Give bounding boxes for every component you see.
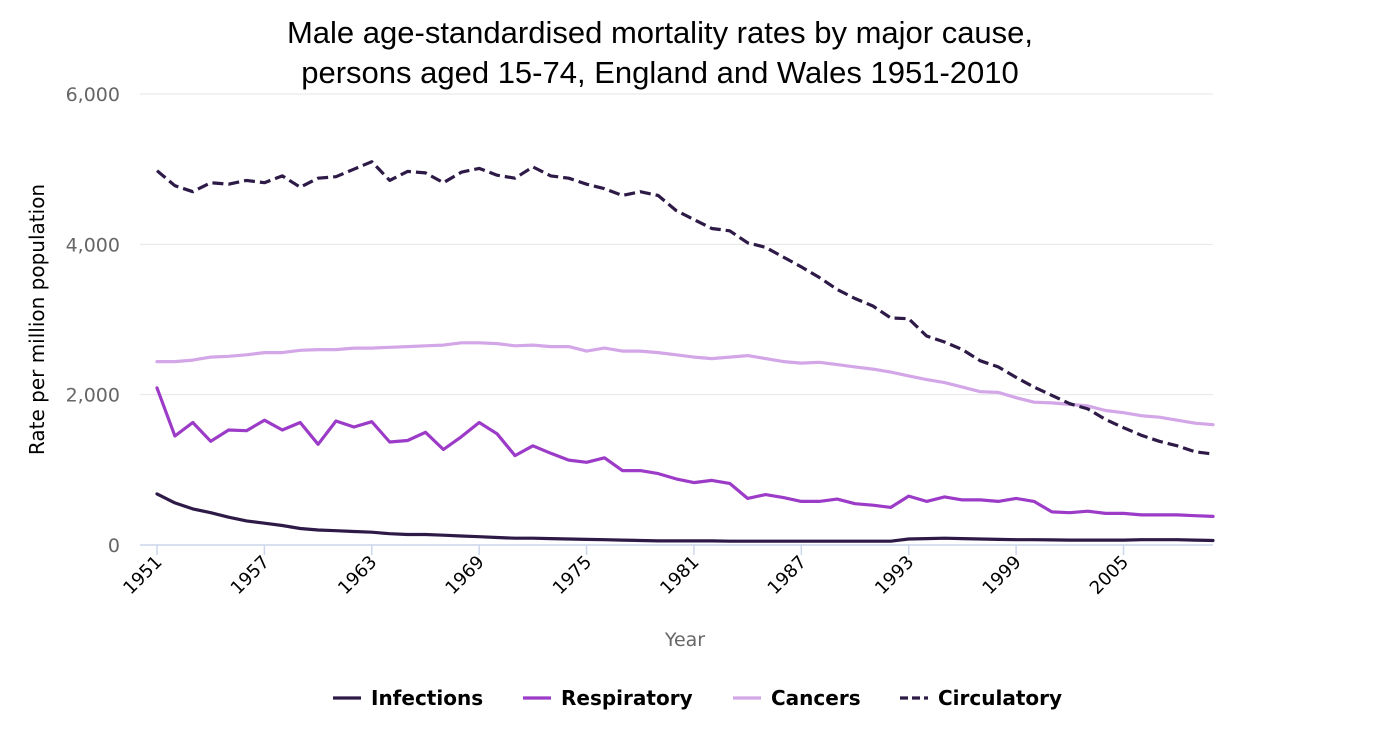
- x-tick-label: 1993: [871, 552, 918, 599]
- y-axis-label: Rate per million population: [25, 184, 49, 455]
- legend-label-infections: Infections: [371, 686, 483, 710]
- series-line-infections: [155, 492, 1215, 543]
- x-tick-label: 1999: [978, 552, 1025, 599]
- legend-label-respiratory: Respiratory: [561, 686, 693, 710]
- x-axis-label: Year: [664, 629, 705, 651]
- x-tick-label: 1969: [441, 552, 488, 599]
- x-tick-label: 1987: [764, 552, 811, 599]
- y-tick-label: 2,000: [66, 385, 120, 407]
- chart-title-line-2: persons aged 15-74, England and Wales 19…: [301, 55, 1019, 90]
- series-line-circulatory: [155, 160, 1214, 456]
- x-tick-label: 1951: [119, 552, 166, 599]
- x-tick-label: 1975: [549, 552, 596, 599]
- x-tick-label: 1957: [227, 552, 274, 599]
- y-tick-label: 0: [108, 535, 120, 557]
- chart-title-line-1: Male age-standardised mortality rates by…: [286, 15, 1034, 50]
- x-tick-label: 1963: [334, 552, 381, 599]
- legend-label-cancers: Cancers: [771, 686, 861, 710]
- y-tick-label: 4,000: [66, 234, 120, 256]
- series-line-respiratory: [155, 386, 1215, 518]
- x-tick-label: 2005: [1086, 552, 1133, 599]
- series-line-cancers: [155, 341, 1215, 427]
- x-tick-label: 1981: [656, 552, 703, 599]
- y-tick-label: 6,000: [66, 84, 120, 106]
- legend-label-circulatory: Circulatory: [938, 686, 1062, 710]
